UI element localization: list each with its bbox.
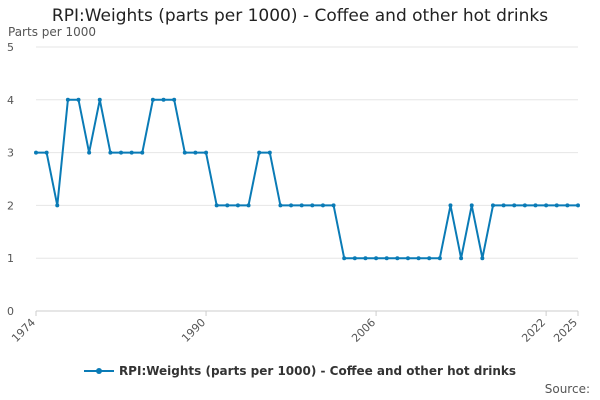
data-point	[501, 203, 506, 208]
data-point	[76, 97, 81, 102]
data-point	[225, 203, 230, 208]
y-tick-label: 5	[7, 41, 14, 54]
data-point	[246, 203, 251, 208]
data-point	[108, 150, 113, 155]
data-point	[257, 150, 262, 155]
data-point	[374, 256, 379, 261]
data-point	[395, 256, 400, 261]
data-point	[544, 203, 549, 208]
y-tick-label: 0	[7, 305, 14, 318]
data-point	[576, 203, 580, 208]
data-point	[405, 256, 410, 261]
data-point	[140, 150, 145, 155]
data-point	[437, 256, 442, 261]
data-point	[150, 97, 155, 102]
data-point	[182, 150, 187, 155]
data-point	[214, 203, 219, 208]
chart-title: RPI:Weights (parts per 1000) - Coffee an…	[51, 6, 549, 26]
data-point	[44, 150, 49, 155]
y-tick-label: 2	[7, 199, 14, 212]
data-point	[289, 203, 294, 208]
data-point	[87, 150, 92, 155]
y-tick-label: 1	[7, 252, 14, 265]
data-point	[554, 203, 559, 208]
data-point	[278, 203, 283, 208]
data-point	[193, 150, 198, 155]
data-point	[204, 150, 209, 155]
data-point	[129, 150, 134, 155]
x-tick-label: 1974	[9, 316, 38, 345]
data-point	[490, 203, 495, 208]
source-label: Source:	[544, 382, 590, 396]
y-axis-label: Parts per 1000	[8, 25, 97, 39]
data-point	[384, 256, 389, 261]
data-point	[310, 203, 315, 208]
data-point	[480, 256, 485, 261]
data-point	[55, 203, 60, 208]
data-point	[522, 203, 527, 208]
x-tick-label: 2022	[519, 316, 548, 345]
x-tick-label: 2025	[551, 316, 580, 345]
x-tick-label: 2006	[349, 316, 378, 345]
data-point	[427, 256, 432, 261]
data-point	[565, 203, 570, 208]
data-point	[363, 256, 368, 261]
data-point	[267, 150, 272, 155]
data-point	[97, 97, 102, 102]
data-point	[469, 203, 474, 208]
data-point	[331, 203, 336, 208]
x-tick-label: 1990	[179, 316, 208, 345]
data-point	[459, 256, 464, 261]
data-point	[448, 203, 453, 208]
data-point	[235, 203, 240, 208]
y-tick-label: 4	[7, 94, 14, 107]
legend-label: RPI:Weights (parts per 1000) - Coffee an…	[118, 364, 517, 378]
legend[interactable]: RPI:Weights (parts per 1000) - Coffee an…	[0, 364, 600, 378]
data-point	[34, 150, 38, 155]
data-point	[352, 256, 357, 261]
data-point	[161, 97, 166, 102]
series-line	[36, 98, 578, 260]
data-point	[342, 256, 347, 261]
data-point	[320, 203, 325, 208]
data-point	[512, 203, 517, 208]
legend-line-marker-icon	[83, 368, 114, 374]
data-point	[65, 97, 70, 102]
data-point	[119, 150, 124, 155]
data-point	[416, 256, 421, 261]
data-point	[172, 97, 177, 102]
y-tick-label: 3	[7, 147, 14, 160]
data-point	[533, 203, 538, 208]
data-point	[299, 203, 304, 208]
